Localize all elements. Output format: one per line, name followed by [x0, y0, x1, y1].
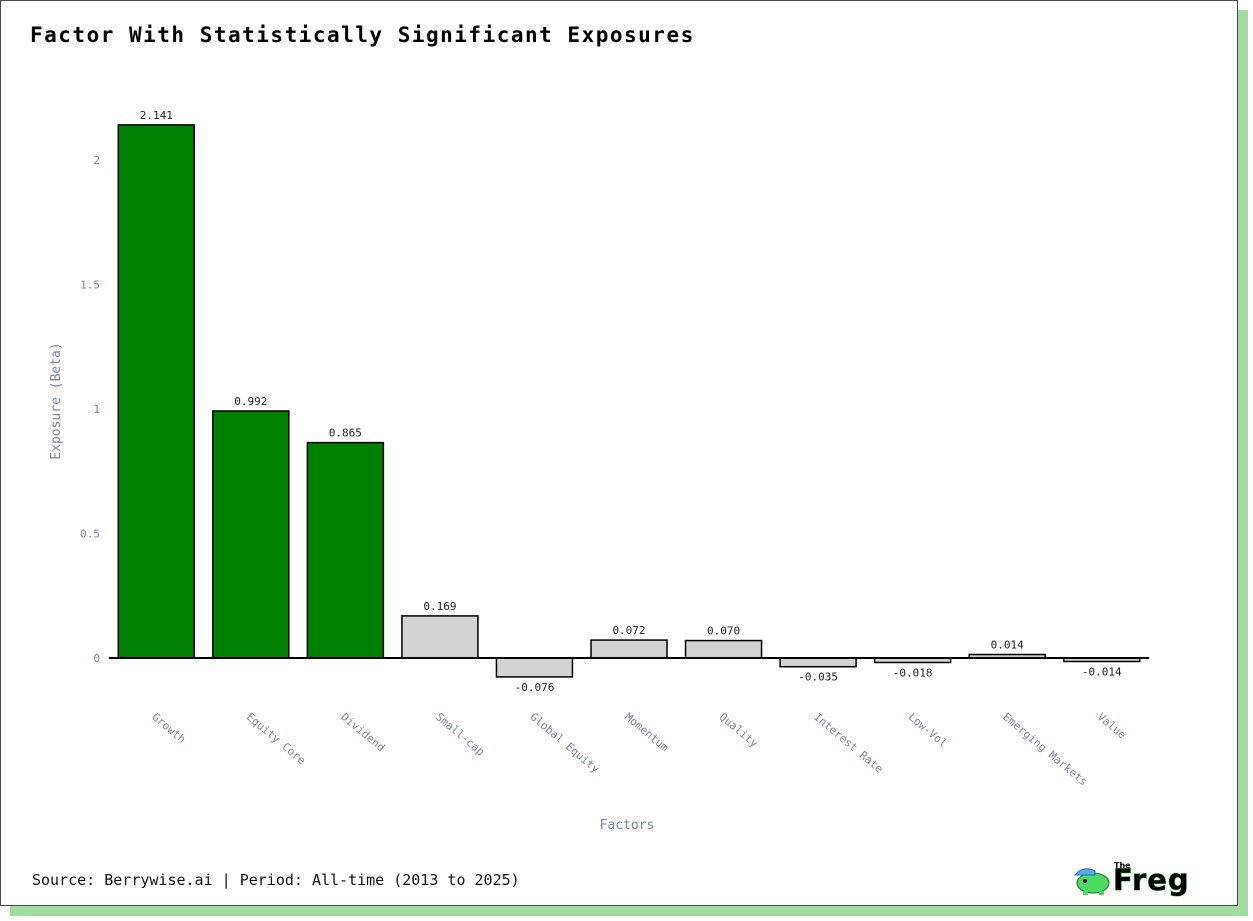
x-tick-label: Growth — [149, 710, 188, 746]
x-tick-label: Equity Core — [244, 710, 308, 767]
bar-value-label: -0.018 — [893, 666, 933, 679]
chart-title: Factor With Statistically Significant Ex… — [30, 23, 695, 47]
x-tick-label: Quality — [717, 710, 761, 750]
bar — [306, 441, 385, 659]
y-tick-label: 1.5 — [80, 279, 100, 292]
bar — [495, 657, 574, 678]
x-axis-title: Factors — [600, 818, 655, 833]
bar-value-label: 0.070 — [707, 625, 740, 638]
y-axis-title: Exposure (Beta) — [49, 342, 64, 459]
bar — [401, 615, 479, 659]
bar-value-label: 0.992 — [234, 395, 267, 408]
logo-the-text: The — [1114, 861, 1131, 870]
brand-logo: The Freg — [1071, 859, 1216, 899]
bar-value-label: -0.035 — [798, 671, 838, 684]
y-tick-label: 2 — [93, 154, 100, 167]
bar-value-label: 0.072 — [612, 624, 645, 637]
bar-value-label: -0.014 — [1082, 665, 1122, 678]
bar-value-label: 0.865 — [329, 427, 362, 440]
logo-wordmark: Freg — [1113, 863, 1190, 898]
x-tick-label: Small-cap — [433, 710, 487, 758]
bar — [212, 410, 290, 659]
x-tick-label: Low-Vol — [906, 710, 950, 750]
bar-value-label: -0.076 — [515, 681, 555, 694]
bar — [779, 657, 857, 668]
x-tick-label: Value — [1095, 710, 1129, 741]
y-tick-label: 1 — [93, 403, 100, 416]
x-tick-label: Global Equity — [528, 710, 603, 776]
bar-value-label: 0.169 — [423, 600, 456, 613]
bar-value-label: 2.141 — [140, 109, 173, 122]
x-tick-label: Momentum — [622, 710, 671, 754]
bar — [684, 639, 763, 659]
bar-chart: 0 0.5 1 1.5 2 2.141 Growth 0.992 Equity Core 0.86… — [49, 109, 1149, 833]
chart-card: Factor With Statistically Significant Ex… — [0, 0, 1238, 906]
frog-mascot-icon — [1073, 868, 1110, 895]
x-tick-label: Interest Rate — [811, 710, 885, 775]
y-tick-label: 0.5 — [80, 528, 100, 541]
y-tick-label: 0 — [93, 652, 100, 665]
source-note: Source: Berrywise.ai | Period: All-time … — [32, 871, 520, 889]
bar-value-label: 0.014 — [991, 639, 1024, 652]
bar — [590, 639, 668, 659]
bar — [117, 124, 196, 659]
x-tick-label: Emerging Markets — [1000, 710, 1090, 788]
x-tick-label: Dividend — [338, 710, 387, 754]
